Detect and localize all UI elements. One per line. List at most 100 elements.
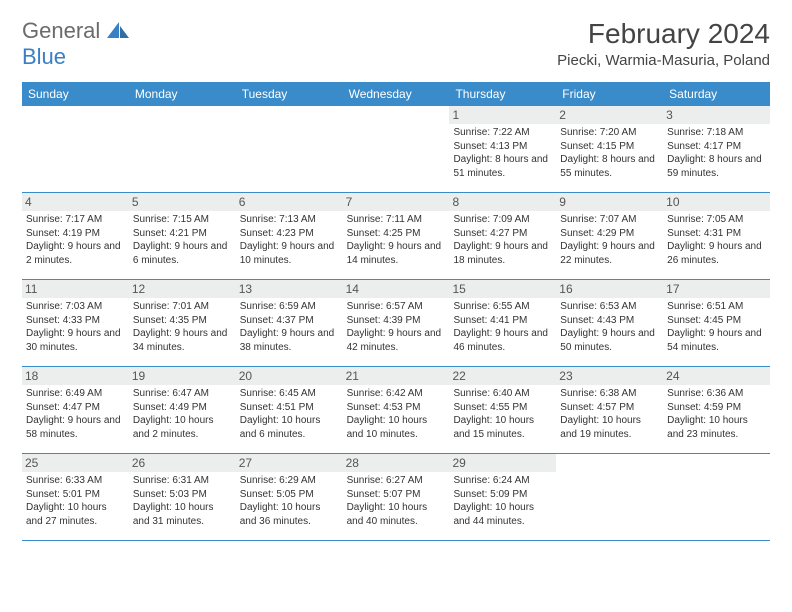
daylight-text: Daylight: 10 hours and 6 minutes. — [240, 414, 339, 441]
sunset-text: Sunset: 4:43 PM — [560, 314, 659, 328]
week-row: 4Sunrise: 7:17 AMSunset: 4:19 PMDaylight… — [22, 193, 770, 280]
logo-text-general: General — [22, 18, 100, 43]
day-cell: 29Sunrise: 6:24 AMSunset: 5:09 PMDayligh… — [449, 454, 556, 540]
sunrise-text: Sunrise: 7:15 AM — [133, 213, 232, 227]
day-number: 20 — [236, 367, 343, 385]
daylight-text: Daylight: 8 hours and 59 minutes. — [667, 153, 766, 180]
header: General Blue February 2024 Piecki, Warmi… — [22, 18, 770, 70]
day-cell: 11 Sunrise: 7:03 AMSunset: 4:33 PMDayligh… — [22, 280, 129, 366]
daylight-text: Daylight: 9 hours and 10 minutes. — [240, 240, 339, 267]
sunset-text: Sunset: 4:21 PM — [133, 227, 232, 241]
sunset-text: Sunset: 4:39 PM — [347, 314, 446, 328]
sunrise-text: Sunrise: 7:03 AM — [26, 300, 125, 314]
day-cell: 19 Sunrise: 6:47 AMSunset: 4:49 PMDayligh… — [129, 367, 236, 453]
sunrise-text: Sunrise: 6:59 AM — [240, 300, 339, 314]
sunset-text: Sunset: 4:45 PM — [667, 314, 766, 328]
daylight-text: Daylight: 10 hours and 15 minutes. — [453, 414, 552, 441]
daylight-text: Daylight: 10 hours and 31 minutes. — [133, 501, 232, 528]
day-number: 29 — [449, 454, 556, 472]
weekday-sat: Saturday — [663, 82, 770, 106]
day-cell — [129, 106, 236, 192]
sunset-text: Sunset: 4:41 PM — [453, 314, 552, 328]
daylight-text: Daylight: 9 hours and 30 minutes. — [26, 327, 125, 354]
day-cell: 25Sunrise: 6:33 AMSunset: 5:01 PMDayligh… — [22, 454, 129, 540]
sunrise-text: Sunrise: 6:27 AM — [347, 474, 446, 488]
sunrise-text: Sunrise: 6:53 AM — [560, 300, 659, 314]
day-number: 4 — [22, 193, 129, 211]
day-cell: 2Sunrise: 7:20 AMSunset: 4:15 PMDaylight… — [556, 106, 663, 192]
day-number: 22 — [449, 367, 556, 385]
sunset-text: Sunset: 4:33 PM — [26, 314, 125, 328]
weekday-sun: Sunday — [22, 82, 129, 106]
day-number: 1 — [449, 106, 556, 124]
logo-text: General Blue — [22, 18, 129, 70]
day-cell: 5Sunrise: 7:15 AMSunset: 4:21 PMDaylight… — [129, 193, 236, 279]
logo: General Blue — [22, 18, 129, 70]
sunset-text: Sunset: 4:15 PM — [560, 140, 659, 154]
day-cell: 23Sunrise: 6:38 AMSunset: 4:57 PMDayligh… — [556, 367, 663, 453]
daylight-text: Daylight: 9 hours and 22 minutes. — [560, 240, 659, 267]
sunset-text: Sunset: 4:31 PM — [667, 227, 766, 241]
sunset-text: Sunset: 4:23 PM — [240, 227, 339, 241]
day-number: 3 — [663, 106, 770, 124]
day-number: 11 — [22, 280, 129, 298]
day-number: 13 — [236, 280, 343, 298]
week-row: 1Sunrise: 7:22 AMSunset: 4:13 PMDaylight… — [22, 106, 770, 193]
daylight-text: Daylight: 9 hours and 6 minutes. — [133, 240, 232, 267]
sunset-text: Sunset: 4:59 PM — [667, 401, 766, 415]
sunrise-text: Sunrise: 7:17 AM — [26, 213, 125, 227]
sunrise-text: Sunrise: 7:05 AM — [667, 213, 766, 227]
day-number: 8 — [449, 193, 556, 211]
weeks-container: 1Sunrise: 7:22 AMSunset: 4:13 PMDaylight… — [22, 106, 770, 541]
sunset-text: Sunset: 4:53 PM — [347, 401, 446, 415]
daylight-text: Daylight: 8 hours and 55 minutes. — [560, 153, 659, 180]
day-number: 14 — [343, 280, 450, 298]
day-cell: 1Sunrise: 7:22 AMSunset: 4:13 PMDaylight… — [449, 106, 556, 192]
daylight-text: Daylight: 9 hours and 26 minutes. — [667, 240, 766, 267]
sunset-text: Sunset: 4:17 PM — [667, 140, 766, 154]
weekday-mon: Monday — [129, 82, 236, 106]
sunrise-text: Sunrise: 6:40 AM — [453, 387, 552, 401]
day-number: 17 — [663, 280, 770, 298]
sunrise-text: Sunrise: 6:49 AM — [26, 387, 125, 401]
location: Piecki, Warmia-Masuria, Poland — [557, 52, 770, 69]
sunrise-text: Sunrise: 6:36 AM — [667, 387, 766, 401]
day-number: 10 — [663, 193, 770, 211]
day-cell — [663, 454, 770, 540]
day-cell: 14Sunrise: 6:57 AMSunset: 4:39 PMDayligh… — [343, 280, 450, 366]
sunrise-text: Sunrise: 6:45 AM — [240, 387, 339, 401]
sunrise-text: Sunrise: 6:57 AM — [347, 300, 446, 314]
day-cell: 28Sunrise: 6:27 AMSunset: 5:07 PMDayligh… — [343, 454, 450, 540]
day-cell: 4 Sunrise: 7:17 AMSunset: 4:19 PMDaylight… — [22, 193, 129, 279]
weekday-wed: Wednesday — [343, 82, 450, 106]
month-title: February 2024 — [557, 18, 770, 50]
day-number: 15 — [449, 280, 556, 298]
sunrise-text: Sunrise: 6:47 AM — [133, 387, 232, 401]
day-cell: 13Sunrise: 6:59 AMSunset: 4:37 PMDayligh… — [236, 280, 343, 366]
sunrise-text: Sunrise: 7:07 AM — [560, 213, 659, 227]
sunrise-text: Sunrise: 7:18 AM — [667, 126, 766, 140]
day-cell — [236, 106, 343, 192]
day-cell: 17Sunrise: 6:51 AMSunset: 4:45 PMDayligh… — [663, 280, 770, 366]
day-number: 28 — [343, 454, 450, 472]
daylight-text: Daylight: 10 hours and 36 minutes. — [240, 501, 339, 528]
weekday-tue: Tuesday — [236, 82, 343, 106]
sunset-text: Sunset: 4:49 PM — [133, 401, 232, 415]
sunrise-text: Sunrise: 7:20 AM — [560, 126, 659, 140]
daylight-text: Daylight: 9 hours and 2 minutes. — [26, 240, 125, 267]
sunset-text: Sunset: 4:25 PM — [347, 227, 446, 241]
sunset-text: Sunset: 4:27 PM — [453, 227, 552, 241]
day-cell: 20Sunrise: 6:45 AMSunset: 4:51 PMDayligh… — [236, 367, 343, 453]
sunset-text: Sunset: 4:19 PM — [26, 227, 125, 241]
day-number: 26 — [129, 454, 236, 472]
day-number: 18 — [22, 367, 129, 385]
day-number: 27 — [236, 454, 343, 472]
daylight-text: Daylight: 10 hours and 2 minutes. — [133, 414, 232, 441]
sunrise-text: Sunrise: 6:51 AM — [667, 300, 766, 314]
day-number: 23 — [556, 367, 663, 385]
sunset-text: Sunset: 5:09 PM — [453, 488, 552, 502]
day-number: 19 — [129, 367, 236, 385]
sunset-text: Sunset: 4:57 PM — [560, 401, 659, 415]
day-cell: 26Sunrise: 6:31 AMSunset: 5:03 PMDayligh… — [129, 454, 236, 540]
logo-text-blue: Blue — [22, 44, 66, 69]
